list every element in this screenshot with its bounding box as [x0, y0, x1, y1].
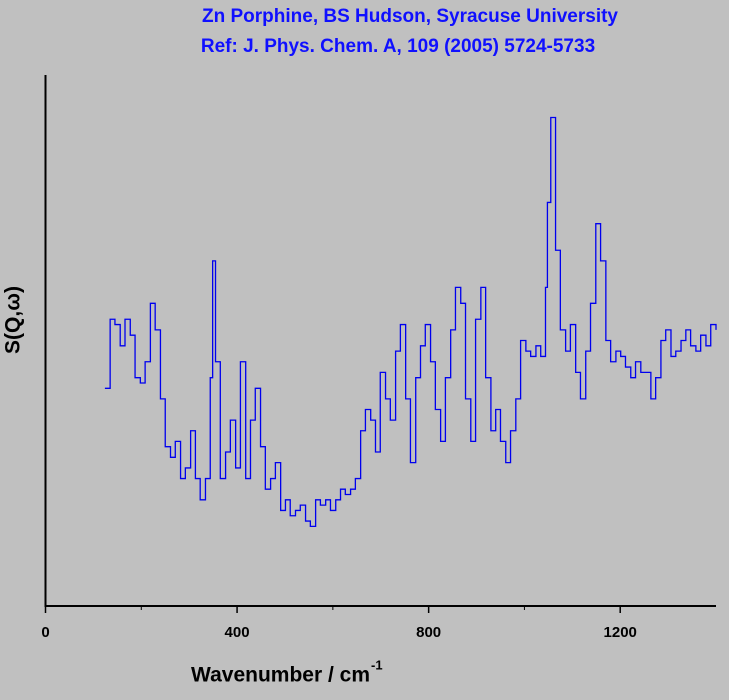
data-line	[104, 116, 717, 527]
x-axis-label: Wavenumber / cm	[191, 664, 370, 687]
chart-title: Zn Porphine, BS Hudson, Syracuse Univers…	[202, 6, 618, 27]
chart-subtitle: Ref: J. Phys. Chem. A, 109 (2005) 5724-5…	[201, 36, 595, 57]
x-tick-label: 800	[416, 624, 441, 641]
x-axis-label-sup: -1	[371, 657, 383, 672]
x-tick-label: 1200	[604, 624, 637, 641]
x-tick-label: 400	[225, 624, 250, 641]
y-axis-label: S(Q,ω)	[2, 286, 25, 354]
x-tick-label: 0	[41, 624, 49, 641]
